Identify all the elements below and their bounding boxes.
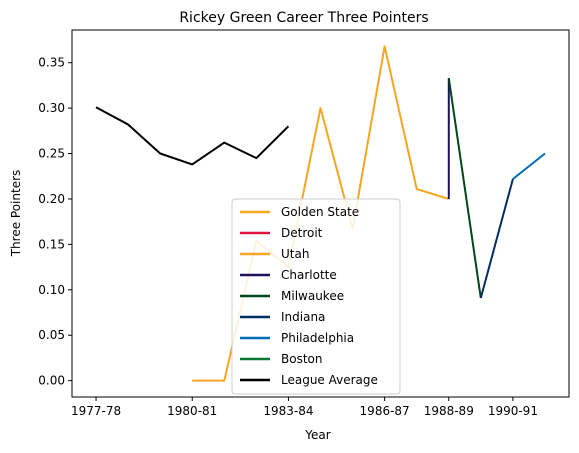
x-tick-label: 1988-89	[424, 404, 474, 418]
y-tick-label: 0.20	[38, 192, 65, 206]
legend-label-utah: Utah	[281, 247, 309, 261]
y-tick-label: 0.05	[38, 328, 65, 342]
y-tick-label: 0.00	[38, 374, 65, 388]
x-tick-label: 1990-91	[488, 404, 538, 418]
series-line-philadelphia	[512, 152, 546, 180]
series-line-league-average	[95, 106, 290, 166]
y-axis-label: Three Pointers	[9, 170, 23, 258]
y-tick-label: 0.15	[38, 237, 65, 251]
plot-frame	[71, 29, 570, 398]
x-tick-label: 1983-84	[263, 404, 313, 418]
y-tick-label: 0.25	[38, 147, 65, 161]
series-line-milwaukee	[447, 77, 482, 299]
legend: Golden State Detroit Utah Charlotte Milwauke…	[231, 198, 401, 395]
y-tick-label: 0.35	[38, 56, 65, 70]
x-tick-label: 1980-81	[167, 404, 217, 418]
legend-frame	[231, 198, 401, 395]
plot-area	[71, 29, 570, 398]
legend-label-league-average: League Average	[281, 373, 378, 387]
x-tick-label: 1977-78	[71, 404, 121, 418]
legend-label-indiana: Indiana	[281, 310, 325, 324]
chart-title: Rickey Green Career Three Pointers	[179, 10, 428, 26]
legend-label-milwaukee: Milwaukee	[281, 289, 344, 303]
legend-label-detroit: Detroit	[281, 226, 323, 240]
y-axis: 0.00 0.05 0.10 0.15 0.20 0.25 0.30 0.35	[38, 56, 72, 388]
x-tick-label: 1986-87	[360, 404, 410, 418]
series-line-indiana	[479, 178, 514, 299]
legend-label-golden-state: Golden State	[281, 205, 359, 219]
legend-label-charlotte: Charlotte	[281, 268, 337, 282]
x-axis: 1977-78 1980-81 1983-84 1986-87 1988-89 1990-…	[71, 397, 538, 418]
y-tick-label: 0.10	[38, 283, 65, 297]
legend-label-boston: Boston	[281, 352, 322, 366]
y-tick-label: 0.30	[38, 101, 65, 115]
legend-label-philadelphia: Philadelphia	[281, 331, 354, 345]
x-axis-label: Year	[304, 428, 330, 442]
